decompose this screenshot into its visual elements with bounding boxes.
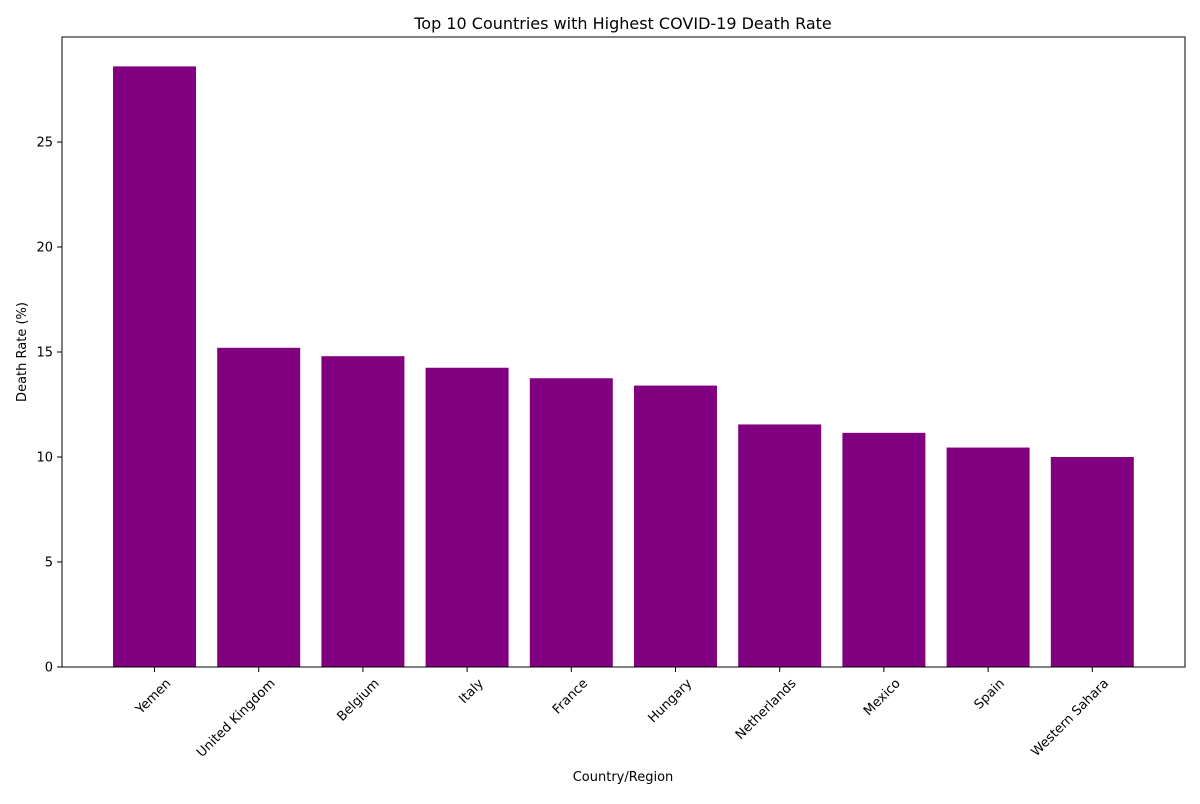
y-tick-label: 20: [36, 241, 53, 256]
y-tick-label: 0: [45, 661, 53, 676]
y-axis: 0 5 10 15 20 25: [36, 136, 62, 676]
bar-hungary: [634, 385, 717, 667]
x-tick-label: Netherlands: [733, 676, 800, 743]
bar-mexico: [842, 432, 926, 667]
x-tick-label: Mexico: [861, 676, 904, 719]
x-tick-label: Yemen: [133, 676, 175, 718]
y-axis-label: Death Rate (%): [15, 302, 30, 402]
bar-italy: [425, 367, 509, 667]
y-tick-label: 15: [36, 346, 53, 361]
x-tick-label: Belgium: [334, 676, 382, 724]
y-tick-label: 25: [36, 136, 53, 151]
bar-belgium: [321, 356, 405, 667]
bar-united-kingdom: [217, 347, 301, 667]
x-tick-label: France: [550, 676, 591, 717]
bar-france: [529, 378, 613, 667]
x-axis-label: Country/Region: [573, 770, 674, 785]
x-tick-label: Western Sahara: [1029, 676, 1113, 760]
y-tick-label: 5: [45, 556, 53, 571]
x-tick-label: Italy: [456, 676, 487, 707]
x-tick-label: United Kingdom: [194, 676, 278, 760]
bar-netherlands: [738, 424, 822, 667]
x-axis: Yemen United Kingdom Belgium Italy France Hun…: [133, 667, 1113, 761]
x-tick-label: Spain: [972, 676, 1008, 712]
y-tick-label: 10: [36, 451, 53, 466]
bar-western-sahara: [1050, 457, 1134, 667]
bars-group: [113, 66, 1134, 667]
bar-spain: [946, 447, 1030, 667]
chart-title: Top 10 Countries with Highest COVID-19 D…: [413, 14, 832, 33]
bar-yemen: [113, 66, 196, 667]
x-tick-label: Hungary: [645, 676, 695, 726]
